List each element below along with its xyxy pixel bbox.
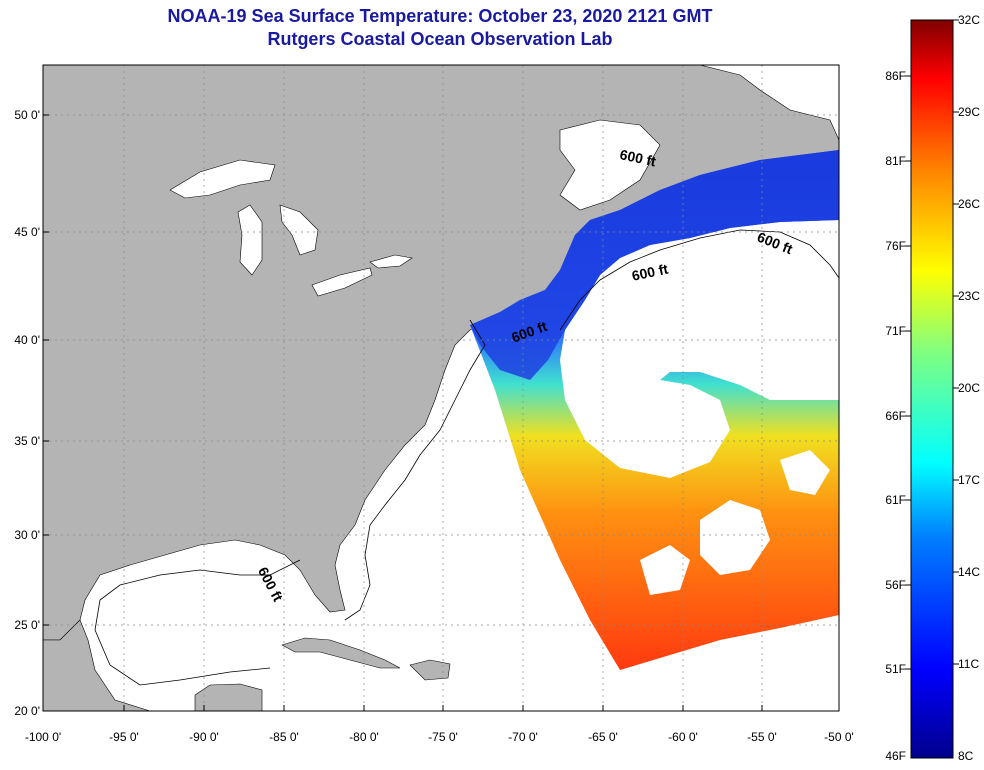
- y-tick-label: 30 0': [14, 528, 40, 542]
- colorbar-label-c: 11C: [958, 657, 980, 671]
- y-tick-label: 35 0': [14, 434, 40, 448]
- colorbar-label-c: 14C: [958, 565, 981, 579]
- lake-erie: [311, 267, 373, 297]
- x-tick-label: -95 0': [109, 730, 139, 744]
- depth-contour-600ft-north: [559, 229, 839, 331]
- cloud-gap: [700, 500, 770, 575]
- x-tick-label: -60 0': [668, 730, 698, 744]
- land-mexico: [43, 619, 151, 711]
- colorbar-ticks: [905, 19, 959, 670]
- x-tick-label: -85 0': [269, 730, 299, 744]
- colorbar-label-c: 8C: [958, 749, 974, 763]
- colorbar-label-f: 56F: [885, 578, 906, 592]
- land-yucatan: [194, 683, 263, 711]
- colorbar-label-c: 20C: [958, 381, 981, 395]
- colorbar-label-f: 76F: [885, 239, 906, 253]
- colorbar-label-c: 17C: [958, 473, 981, 487]
- y-tick-label: 40 0': [14, 333, 40, 347]
- x-tick-label: -90 0': [189, 730, 219, 744]
- cloud-gap: [780, 450, 830, 495]
- lake-michigan: [237, 204, 263, 276]
- colorbar: [910, 19, 954, 759]
- sst-cold-water: [470, 150, 839, 380]
- colorbar-label-f: 66F: [885, 409, 906, 423]
- depth-contour-600ft: [94, 319, 486, 686]
- lake-superior: [169, 159, 276, 199]
- land-hispaniola: [409, 659, 451, 681]
- colorbar-label-c: 29C: [958, 105, 981, 119]
- x-tick-label: -100 0': [24, 730, 62, 744]
- x-tick-label: -65 0': [588, 730, 618, 744]
- colorbar-label-f: 51F: [885, 662, 906, 676]
- y-tick-label: 25 0': [14, 618, 40, 632]
- x-tick-label: -70 0': [508, 730, 538, 744]
- cloud-gap: [640, 545, 690, 595]
- axis-ticks: [42, 114, 840, 712]
- land-cuba: [281, 637, 401, 669]
- colorbar-label-c: 26C: [958, 197, 981, 211]
- y-tick-label: 45 0': [14, 225, 40, 239]
- colorbar-label-f: 81F: [885, 154, 906, 168]
- colorbar-label-f: 61F: [885, 493, 906, 507]
- x-tick-label: -55 0': [747, 730, 777, 744]
- graticule: [43, 65, 839, 711]
- y-tick-label: 20 0': [14, 704, 40, 718]
- colorbar-label-f: 71F: [885, 324, 906, 338]
- x-tick-label: -50 0': [824, 730, 854, 744]
- colorbar-label-c: 23C: [958, 289, 981, 303]
- lake-ontario: [369, 254, 413, 269]
- colorbar-label-f: 86F: [885, 69, 906, 83]
- x-tick-label: -75 0': [428, 730, 458, 744]
- x-tick-label: -80 0': [349, 730, 379, 744]
- map-subtitle: Rutgers Coastal Ocean Observation Lab: [267, 29, 613, 49]
- colorbar-label-c: 32C: [958, 13, 981, 27]
- map-title: NOAA-19 Sea Surface Temperature: October…: [167, 6, 713, 26]
- colorbar-label-f: 46F: [885, 749, 906, 763]
- lake-huron: [279, 204, 319, 256]
- y-tick-label: 50 0': [14, 108, 40, 122]
- saint-lawrence-gulf: [559, 119, 661, 211]
- map-frame: [42, 64, 840, 712]
